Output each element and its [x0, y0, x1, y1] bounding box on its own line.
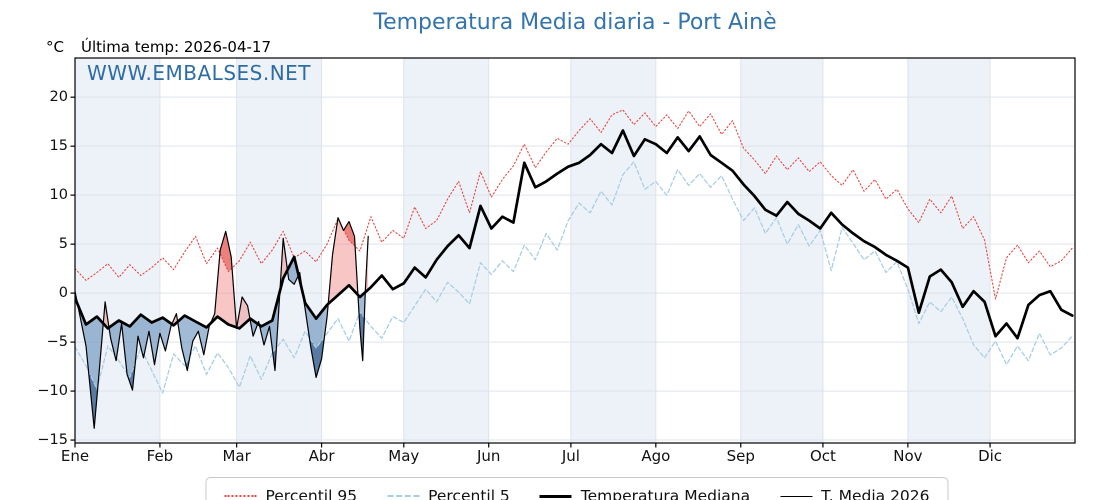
- y-tick-label: 0: [58, 285, 68, 302]
- x-tick-label: Oct: [809, 447, 836, 465]
- x-tick-label: Feb: [146, 447, 174, 465]
- tmedia2026-line-swatch: [780, 495, 813, 497]
- percentil95-line-swatch: [224, 495, 257, 497]
- legend-label-tmedia2026: T. Media 2026: [821, 487, 930, 500]
- legend: Percentil 95 Percentil 5 Temperatura Med…: [205, 477, 949, 500]
- series-line-p95: [75, 109, 1073, 300]
- y-tick-label: −15: [37, 432, 68, 449]
- month-band: [403, 58, 489, 443]
- x-tick-label: Nov: [893, 447, 923, 465]
- y-tick-label: 5: [58, 236, 68, 253]
- percentil5-line-swatch: [387, 495, 420, 497]
- x-tick-label: Dic: [978, 447, 1003, 465]
- x-tick-label: Jul: [561, 447, 580, 465]
- fill-t2026-below-p5: [75, 311, 369, 429]
- month-band: [75, 58, 160, 443]
- y-axis-unit-label: °C: [46, 38, 64, 56]
- series-line-t2026: [75, 217, 369, 429]
- x-tick-label: Ago: [641, 447, 671, 465]
- y-tick-label: 15: [49, 138, 68, 155]
- legend-label-percentil95: Percentil 95: [265, 487, 358, 500]
- page-title: Temperatura Media diaria - Port Ainè: [373, 10, 777, 35]
- fill-t2026-above-p95: [75, 217, 369, 281]
- series-line-p5: [75, 161, 1073, 394]
- x-tick-label: Ene: [60, 447, 90, 465]
- y-tick-label: −10: [37, 383, 68, 400]
- x-tick-label: Jun: [476, 447, 501, 465]
- x-tick-label: Mar: [222, 447, 251, 465]
- last-temp-label: Última temp: 2026-04-17: [81, 38, 272, 56]
- plot-border: [74, 57, 1076, 444]
- month-band: [236, 58, 322, 443]
- legend-item-tmedia2026: T. Media 2026: [780, 487, 930, 500]
- y-tick-label: −5: [46, 334, 68, 351]
- fill-t2026-above-median: [75, 217, 369, 329]
- legend-item-percentil5: Percentil 5: [387, 487, 510, 500]
- mediana-line-swatch: [539, 494, 572, 498]
- watermark-text: WWW.EMBALSES.NET: [87, 61, 312, 85]
- series-line-median: [75, 129, 1074, 340]
- legend-label-percentil5: Percentil 5: [428, 487, 510, 500]
- x-tick-label: Sep: [726, 447, 755, 465]
- legend-item-percentil95: Percentil 95: [224, 487, 357, 500]
- y-tick-label: 10: [49, 187, 68, 204]
- x-tick-label: May: [388, 447, 420, 465]
- legend-item-mediana: Temperatura Mediana: [539, 487, 751, 500]
- month-band: [570, 58, 656, 443]
- month-band: [907, 58, 991, 443]
- fill-t2026-below-median: [75, 256, 369, 429]
- legend-label-mediana: Temperatura Mediana: [580, 487, 751, 500]
- month-band: [740, 58, 823, 443]
- y-tick-label: 20: [49, 89, 68, 106]
- x-tick-label: Abr: [308, 447, 335, 465]
